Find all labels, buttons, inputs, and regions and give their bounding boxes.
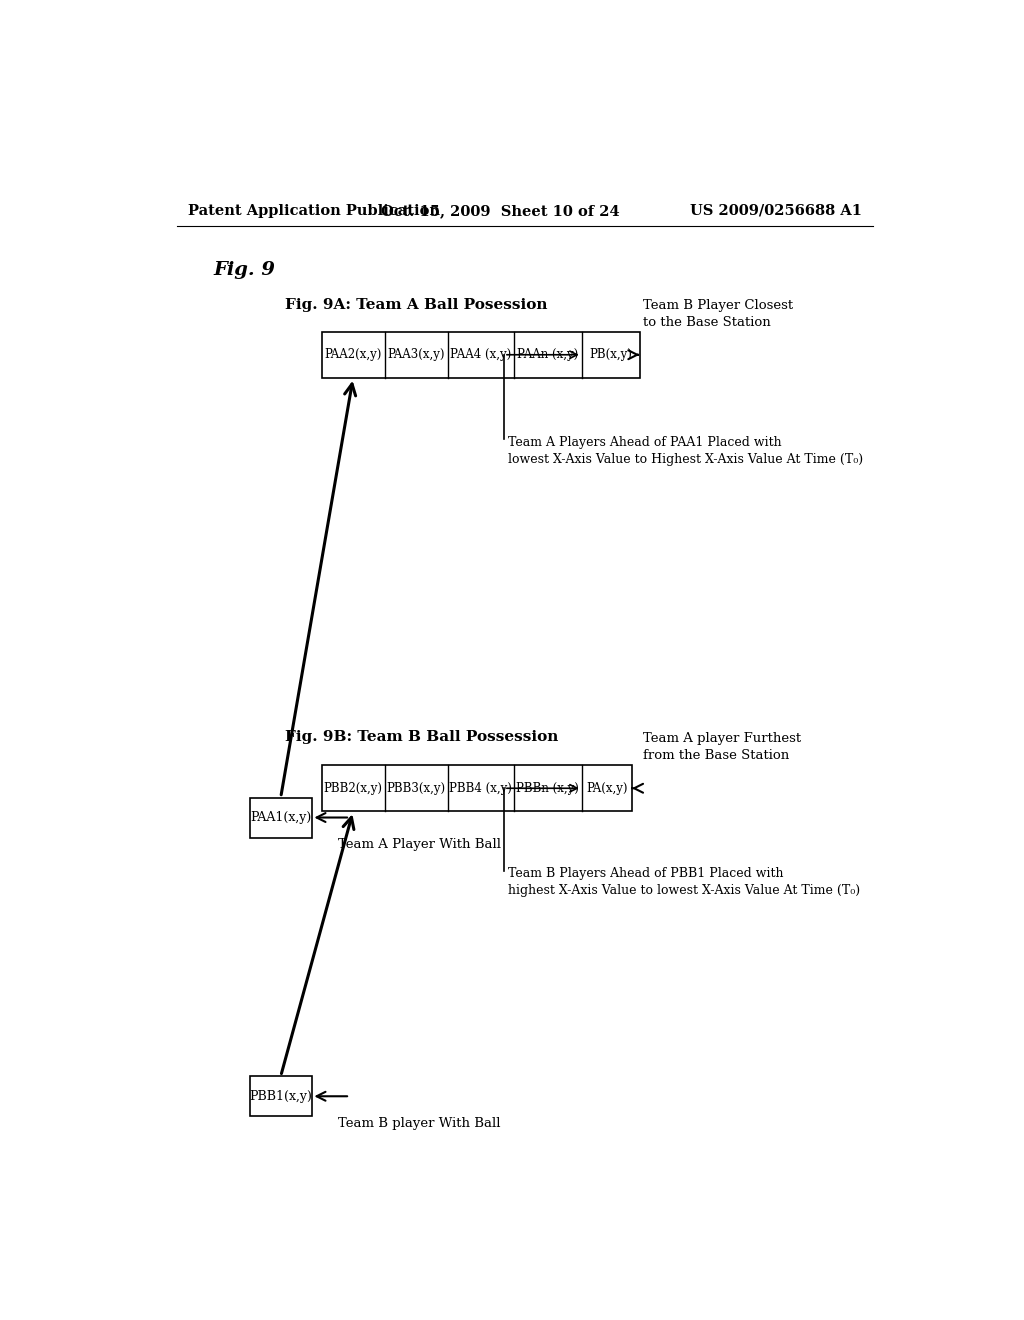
Text: Fig. 9: Fig. 9 xyxy=(214,261,275,279)
Text: PBB3(x,y): PBB3(x,y) xyxy=(387,781,445,795)
Text: US 2009/0256688 A1: US 2009/0256688 A1 xyxy=(690,203,862,218)
Text: Oct. 15, 2009  Sheet 10 of 24: Oct. 15, 2009 Sheet 10 of 24 xyxy=(381,203,620,218)
Text: PAAn (x,y): PAAn (x,y) xyxy=(517,348,579,362)
Text: Team A Players Ahead of PAA1 Placed with
lowest X-Axis Value to Highest X-Axis V: Team A Players Ahead of PAA1 Placed with… xyxy=(508,436,863,466)
Text: PAA3(x,y): PAA3(x,y) xyxy=(387,348,445,362)
Text: Fig. 9A: Team A Ball Posession: Fig. 9A: Team A Ball Posession xyxy=(285,298,547,312)
Text: PAA4 (x,y): PAA4 (x,y) xyxy=(451,348,512,362)
Bar xyxy=(322,331,640,378)
Text: Team A player Furthest
from the Base Station: Team A player Furthest from the Base Sta… xyxy=(643,733,801,762)
Text: Team B player With Ball: Team B player With Ball xyxy=(338,1117,501,1130)
Text: PA(x,y): PA(x,y) xyxy=(586,781,628,795)
Text: Fig. 9B: Team B Ball Possession: Fig. 9B: Team B Ball Possession xyxy=(285,730,558,744)
Text: Team B Players Ahead of PBB1 Placed with
highest X-Axis Value to lowest X-Axis V: Team B Players Ahead of PBB1 Placed with… xyxy=(508,867,860,896)
Text: PBB2(x,y): PBB2(x,y) xyxy=(324,781,383,795)
Text: PAA1(x,y): PAA1(x,y) xyxy=(250,810,311,824)
Text: PBBn (x,y): PBBn (x,y) xyxy=(516,781,580,795)
Text: PBB1(x,y): PBB1(x,y) xyxy=(249,1090,312,1102)
Text: PBB4 (x,y): PBB4 (x,y) xyxy=(450,781,512,795)
Text: Team A Player With Ball: Team A Player With Ball xyxy=(338,838,501,851)
Bar xyxy=(250,1076,311,1117)
Text: Patent Application Publication: Patent Application Publication xyxy=(188,203,440,218)
Text: PB(x,y): PB(x,y) xyxy=(589,348,632,362)
Text: PAA2(x,y): PAA2(x,y) xyxy=(325,348,382,362)
Text: Team B Player Closest
to the Base Station: Team B Player Closest to the Base Statio… xyxy=(643,300,793,329)
Bar xyxy=(250,797,311,838)
Bar xyxy=(322,766,632,812)
